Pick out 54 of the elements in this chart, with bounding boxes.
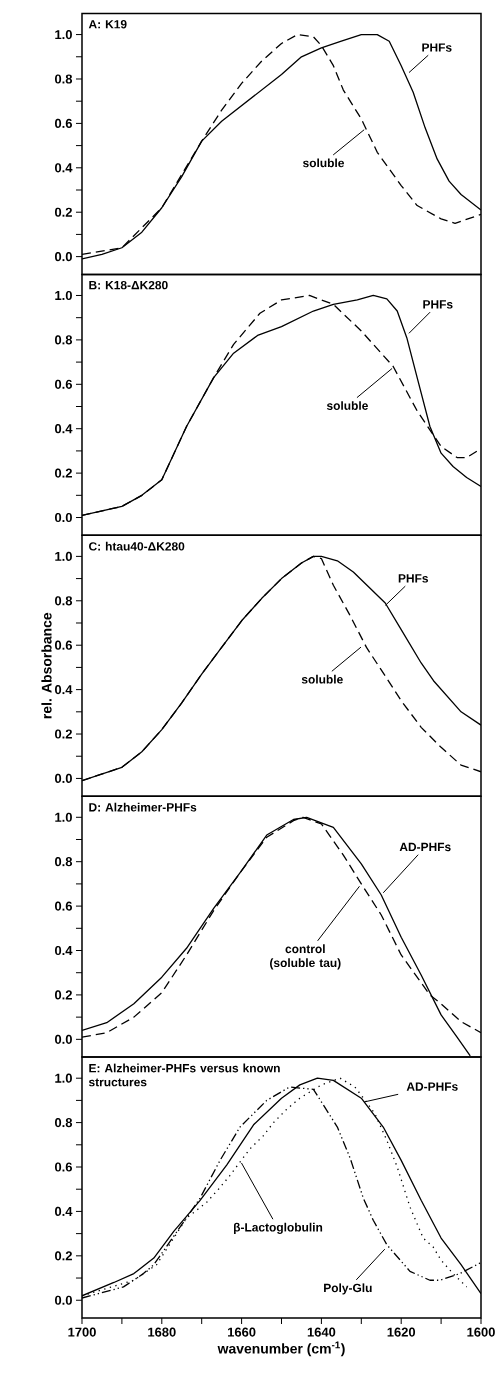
y-tick-label: 0.6: [54, 379, 73, 389]
x-axis-title: wavenumber (cm$^{-1}$): [217, 1341, 345, 1357]
annotation: Poly-Glu: [324, 1283, 372, 1295]
x-tick-label: 1620: [387, 1327, 416, 1337]
x-tick-label: 1700: [68, 1327, 96, 1337]
y-tick-label: 1.0: [55, 1073, 72, 1083]
y-tick-label: 0.0: [54, 1295, 72, 1305]
y-tick-label: 1.0: [55, 29, 72, 40]
y-tick-label: 1.0: [55, 551, 72, 561]
text: E: Alzheimer-PHFs versus known structures: [88, 1063, 280, 1087]
y-tick-label: 0.4: [54, 424, 73, 434]
y-tick-label: 0.0: [54, 252, 72, 262]
y-tick-label: 0.2: [54, 468, 72, 478]
y-tick-label: 0.0: [54, 773, 72, 784]
annotation: AD-PHFs: [406, 1082, 458, 1091]
annotation: control (soluble tau): [270, 944, 341, 970]
y-axis-title: rel. Absorbance: [41, 612, 52, 719]
y-tick-label: 0.6: [54, 901, 73, 911]
y-tick-label: 0.0: [54, 1034, 72, 1044]
x-tick-label: 1680: [148, 1327, 176, 1337]
annotation: soluble: [326, 401, 368, 410]
chart-title: C: htau40-ΔK280: [89, 541, 185, 551]
y-tick-label: 0.8: [54, 857, 73, 867]
y-tick-label: 0.4: [54, 1206, 73, 1216]
y-tick-label: 0.8: [54, 74, 73, 84]
y-tick-label: 0.8: [54, 1118, 73, 1128]
y-tick-label: 0.0: [54, 512, 72, 523]
annotation: PHFs: [422, 43, 452, 52]
y-tick-label: 0.2: [54, 207, 72, 217]
y-tick-label: 0.6: [54, 118, 73, 128]
y-tick-label: 1.0: [55, 812, 72, 822]
chart-title: A: K19: [88, 20, 127, 29]
y-tick-label: 0.6: [54, 640, 73, 650]
y-tick-label: 0.2: [54, 990, 72, 1000]
annotation: soluble: [302, 158, 344, 168]
y-tick-label: 1.0: [55, 290, 72, 301]
annotation: AD-PHFs: [399, 842, 451, 852]
y-tick-label: 0.8: [54, 335, 73, 345]
y-tick-label: 0.8: [54, 596, 73, 606]
annotation: β-Lactoglobulin: [234, 1222, 323, 1234]
y-tick-label: 0.6: [54, 1162, 73, 1172]
annotation: PHFs: [398, 574, 429, 583]
annotation: soluble: [301, 674, 343, 684]
chart-title: B: K18-ΔK280: [89, 280, 168, 290]
y-tick-label: 0.4: [54, 163, 73, 173]
x-tick-label: 1640: [307, 1327, 336, 1337]
x-tick-label: 1660: [228, 1327, 256, 1337]
y-tick-label: 0.4: [54, 945, 73, 956]
y-tick-label: 0.2: [54, 1251, 72, 1261]
chart-title: D: Alzheimer-PHFs: [89, 802, 197, 812]
annotation: PHFs: [423, 300, 453, 309]
y-tick-label: 0.2: [54, 729, 72, 739]
y-tick-label: 0.4: [54, 685, 73, 695]
x-tick-label: 1600: [467, 1327, 495, 1337]
